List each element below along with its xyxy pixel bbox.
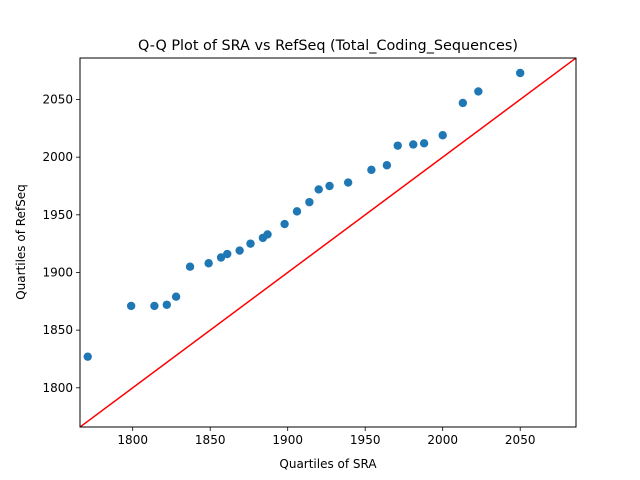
y-tick-label: 2050 — [42, 93, 73, 107]
data-point — [185, 262, 195, 271]
data-point — [474, 87, 483, 96]
y-tick-label: 1900 — [42, 265, 73, 279]
data-point — [83, 352, 92, 361]
data-point — [162, 300, 171, 309]
data-point — [367, 165, 376, 175]
y-axis-label: Quartiles of RefSeq — [14, 184, 28, 300]
data-point — [516, 68, 525, 78]
data-point — [223, 249, 232, 259]
data-point — [382, 161, 392, 170]
data-point — [150, 301, 159, 311]
data-point — [171, 292, 181, 301]
data-point — [235, 246, 244, 255]
x-tick-label: 1900 — [272, 433, 303, 447]
x-tick-label: 1950 — [350, 433, 381, 447]
data-point — [305, 197, 314, 207]
data-point — [280, 219, 289, 229]
data-point — [393, 141, 402, 150]
data-point — [126, 301, 136, 311]
reference-line — [80, 58, 576, 427]
data-point — [409, 140, 418, 149]
reference-line-layer — [80, 58, 576, 427]
data-point — [325, 181, 334, 191]
x-axis-label: Quartiles of SRA — [279, 457, 377, 471]
data-point — [204, 259, 213, 268]
data-points-layer — [83, 68, 525, 361]
chart-title: Q-Q Plot of SRA vs RefSeq (Total_Coding_… — [138, 38, 518, 54]
x-tick-label: 1850 — [195, 433, 226, 447]
y-tick-label: 1950 — [42, 208, 73, 222]
data-point — [419, 139, 429, 148]
data-point — [343, 178, 353, 187]
y-tick-label: 1800 — [42, 381, 73, 395]
data-point — [458, 98, 468, 108]
data-point — [263, 230, 272, 239]
x-tick-label: 2050 — [505, 433, 536, 447]
y-tick-label: 1850 — [42, 323, 73, 337]
x-tick-label: 1800 — [117, 433, 148, 447]
x-axis-ticks: 1800 1850 1900 1950 2000 2050 — [117, 427, 535, 447]
data-point — [292, 207, 302, 216]
y-axis-ticks: 1800 1850 1900 1950 2000 2050 — [42, 93, 80, 395]
axes-frame — [79, 57, 577, 428]
x-tick-label: 2000 — [427, 433, 458, 447]
data-point — [246, 239, 255, 248]
data-point — [216, 253, 226, 262]
data-point — [438, 131, 447, 140]
y-tick-label: 2000 — [42, 150, 73, 164]
data-point — [314, 185, 323, 194]
